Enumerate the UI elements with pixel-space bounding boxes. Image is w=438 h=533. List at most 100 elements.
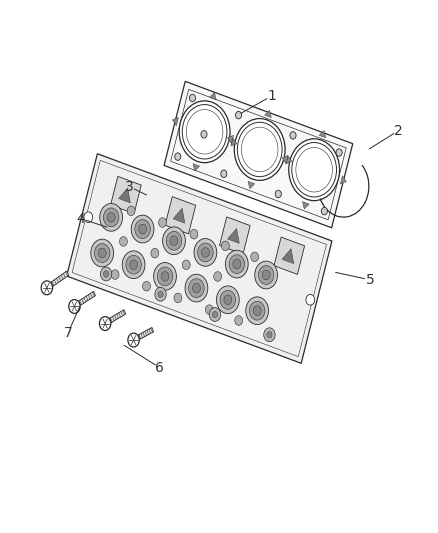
Circle shape xyxy=(182,260,190,270)
Circle shape xyxy=(255,261,278,289)
Circle shape xyxy=(175,153,181,160)
Circle shape xyxy=(221,170,227,177)
Circle shape xyxy=(174,293,182,303)
Circle shape xyxy=(162,227,185,255)
Circle shape xyxy=(336,149,342,156)
Polygon shape xyxy=(110,310,126,322)
Circle shape xyxy=(246,297,268,325)
Circle shape xyxy=(127,206,135,216)
Circle shape xyxy=(103,208,119,227)
Circle shape xyxy=(289,139,339,200)
Polygon shape xyxy=(78,292,95,305)
Polygon shape xyxy=(219,217,250,254)
Polygon shape xyxy=(286,156,292,164)
Circle shape xyxy=(201,131,207,138)
Polygon shape xyxy=(231,138,237,146)
Circle shape xyxy=(262,270,270,280)
Circle shape xyxy=(151,248,159,258)
Circle shape xyxy=(185,274,208,302)
Circle shape xyxy=(91,239,113,267)
Polygon shape xyxy=(173,208,185,223)
Circle shape xyxy=(251,252,258,262)
Circle shape xyxy=(290,132,296,139)
Circle shape xyxy=(249,301,265,320)
Polygon shape xyxy=(138,327,154,340)
Circle shape xyxy=(161,271,169,281)
Circle shape xyxy=(220,290,236,309)
Circle shape xyxy=(267,332,272,338)
Circle shape xyxy=(192,283,201,293)
Circle shape xyxy=(84,212,93,223)
Circle shape xyxy=(190,229,198,239)
Circle shape xyxy=(166,231,182,250)
Circle shape xyxy=(233,259,241,269)
Polygon shape xyxy=(164,82,353,228)
Circle shape xyxy=(216,286,239,313)
Circle shape xyxy=(100,204,123,231)
Circle shape xyxy=(157,267,173,286)
Circle shape xyxy=(198,243,213,262)
Circle shape xyxy=(154,263,177,290)
Polygon shape xyxy=(209,93,216,100)
Circle shape xyxy=(69,300,80,313)
Circle shape xyxy=(229,255,244,273)
Circle shape xyxy=(159,218,166,228)
Circle shape xyxy=(224,295,232,305)
Polygon shape xyxy=(193,164,200,171)
Circle shape xyxy=(131,215,154,243)
Circle shape xyxy=(214,272,222,281)
Circle shape xyxy=(212,311,218,318)
Circle shape xyxy=(201,247,209,257)
Circle shape xyxy=(226,251,248,278)
Polygon shape xyxy=(282,156,288,164)
Circle shape xyxy=(138,224,147,234)
Circle shape xyxy=(95,244,110,262)
Polygon shape xyxy=(227,135,233,143)
Polygon shape xyxy=(228,228,239,244)
Circle shape xyxy=(189,94,195,102)
Circle shape xyxy=(41,281,53,295)
Polygon shape xyxy=(340,176,346,184)
Circle shape xyxy=(143,281,151,291)
Circle shape xyxy=(120,237,127,246)
Circle shape xyxy=(99,317,111,330)
Polygon shape xyxy=(265,110,272,118)
Text: 7: 7 xyxy=(64,326,72,340)
Circle shape xyxy=(264,328,275,342)
Circle shape xyxy=(306,294,314,305)
Circle shape xyxy=(205,305,213,314)
Text: 6: 6 xyxy=(155,361,164,375)
Polygon shape xyxy=(67,154,332,364)
Polygon shape xyxy=(282,248,294,264)
Circle shape xyxy=(194,239,217,266)
Polygon shape xyxy=(51,271,69,286)
Circle shape xyxy=(111,270,119,279)
Polygon shape xyxy=(274,237,304,274)
Circle shape xyxy=(158,291,163,297)
Polygon shape xyxy=(165,197,196,234)
Circle shape xyxy=(275,190,281,198)
Polygon shape xyxy=(319,131,326,138)
Polygon shape xyxy=(119,188,131,203)
Polygon shape xyxy=(303,201,309,209)
Text: 3: 3 xyxy=(125,180,134,193)
Circle shape xyxy=(130,260,138,270)
Polygon shape xyxy=(173,118,178,126)
Circle shape xyxy=(128,333,139,347)
Circle shape xyxy=(107,213,115,222)
Circle shape xyxy=(122,251,145,279)
Text: 2: 2 xyxy=(394,124,403,138)
Polygon shape xyxy=(111,176,141,214)
Circle shape xyxy=(98,248,106,258)
Circle shape xyxy=(189,279,204,297)
Circle shape xyxy=(170,236,178,246)
Circle shape xyxy=(209,308,221,321)
Circle shape xyxy=(126,255,141,274)
Circle shape xyxy=(135,220,150,238)
Text: 5: 5 xyxy=(366,273,374,287)
Circle shape xyxy=(253,306,261,316)
Polygon shape xyxy=(248,181,255,189)
Circle shape xyxy=(234,118,285,180)
Circle shape xyxy=(155,287,166,301)
Circle shape xyxy=(103,271,109,277)
